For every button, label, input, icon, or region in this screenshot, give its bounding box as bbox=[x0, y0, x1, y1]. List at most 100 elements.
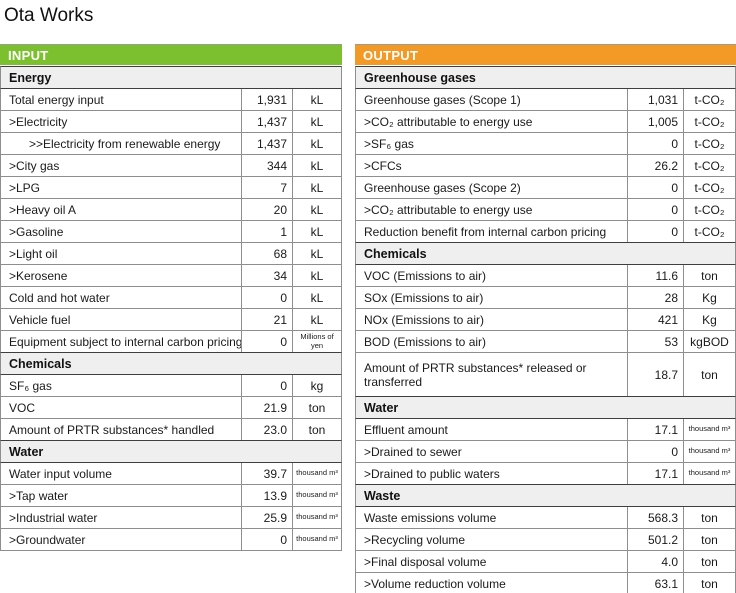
table-row: Greenhouse gases (Scope 2) 0 t-CO₂ bbox=[355, 176, 736, 198]
row-value: 23.0 bbox=[241, 419, 292, 440]
row-value: 0 bbox=[627, 199, 683, 220]
row-value: 21 bbox=[241, 309, 292, 330]
row-label: >CO₂ attributable to energy use bbox=[364, 202, 533, 217]
row-unit: ton bbox=[683, 529, 735, 550]
table-row: Water input volume 39.7 thousand m³ bbox=[0, 462, 342, 484]
table-row: >Drained to public waters 17.1 thousand m³ bbox=[355, 462, 736, 484]
row-unit: kg bbox=[292, 375, 341, 396]
section-header-row: Energy bbox=[0, 66, 342, 88]
row-value: 1,005 bbox=[627, 111, 683, 132]
row-label: >Final disposal volume bbox=[364, 554, 487, 569]
row-unit: kL bbox=[292, 133, 341, 154]
row-value: 20 bbox=[241, 199, 292, 220]
row-value: 53 bbox=[627, 331, 683, 352]
row-unit: thousand m³ bbox=[683, 463, 735, 484]
section-title: Chemicals bbox=[9, 356, 72, 371]
row-label: SF₆ gas bbox=[9, 378, 52, 393]
row-value: 11.6 bbox=[627, 265, 683, 286]
row-label: >Kerosene bbox=[9, 268, 68, 283]
row-unit: ton bbox=[683, 507, 735, 528]
output-header-label: OUTPUT bbox=[363, 47, 419, 63]
row-unit: kL bbox=[292, 243, 341, 264]
section-title: Water bbox=[9, 444, 44, 459]
table-row: >Heavy oil A 20 kL bbox=[0, 198, 342, 220]
section-title: Chemicals bbox=[364, 246, 427, 261]
row-value: 26.2 bbox=[627, 155, 683, 176]
row-value: 63.1 bbox=[627, 573, 683, 593]
row-label: >>Electricity from renewable energy bbox=[29, 136, 221, 151]
row-value: 7 bbox=[241, 177, 292, 198]
section-title: Waste bbox=[364, 488, 401, 503]
row-value: 18.7 bbox=[627, 353, 683, 396]
table-row: >CFCs 26.2 t-CO₂ bbox=[355, 154, 736, 176]
output-table: OUTPUT Greenhouse gases Greenhouse gases … bbox=[355, 44, 736, 593]
row-label: >Gasoline bbox=[9, 224, 64, 239]
section-header-row: Chemicals bbox=[0, 352, 342, 374]
row-value: 0 bbox=[627, 133, 683, 154]
table-row: >City gas 344 kL bbox=[0, 154, 342, 176]
row-label: >LPG bbox=[9, 180, 41, 195]
row-label: >Drained to public waters bbox=[364, 466, 500, 481]
table-row: Vehicle fuel 21 kL bbox=[0, 308, 342, 330]
table-row: >CO₂ attributable to energy use 0 t-CO₂ bbox=[355, 198, 736, 220]
section-header-row: Waste bbox=[355, 484, 736, 506]
row-unit: thousand m³ bbox=[292, 485, 341, 506]
row-unit: Millions of yen bbox=[292, 331, 341, 352]
table-row: >Groundwater 0 thousand m³ bbox=[0, 528, 342, 550]
table-row: Waste emissions volume 568.3 ton bbox=[355, 506, 736, 528]
row-unit: ton bbox=[683, 265, 735, 286]
row-label: >CFCs bbox=[364, 158, 402, 173]
section-header-row: Chemicals bbox=[355, 242, 736, 264]
row-unit: kL bbox=[292, 89, 341, 110]
row-unit: t-CO₂ bbox=[683, 177, 735, 198]
row-unit: kL bbox=[292, 309, 341, 330]
row-unit: ton bbox=[292, 397, 341, 418]
table-row: Greenhouse gases (Scope 1) 1,031 t-CO₂ bbox=[355, 88, 736, 110]
section-header-row: Water bbox=[355, 396, 736, 418]
table-row: >Industrial water 25.9 thousand m³ bbox=[0, 506, 342, 528]
row-unit: thousand m³ bbox=[683, 419, 735, 440]
row-label: >Light oil bbox=[9, 246, 58, 261]
row-unit: kgBOD bbox=[683, 331, 735, 352]
row-label: VOC bbox=[9, 400, 36, 415]
row-label: >SF₆ gas bbox=[364, 136, 414, 151]
table-row: >>Electricity from renewable energy 1,437… bbox=[0, 132, 342, 154]
table-row: BOD (Emissions to air) 53 kgBOD bbox=[355, 330, 736, 352]
tables-container: INPUT Energy Total energy input 1,931 kL >El… bbox=[0, 44, 736, 593]
table-row: Effluent amount 17.1 thousand m³ bbox=[355, 418, 736, 440]
section-header-row: Water bbox=[0, 440, 342, 462]
row-value: 0 bbox=[627, 441, 683, 462]
table-row: >SF₆ gas 0 t-CO₂ bbox=[355, 132, 736, 154]
row-value: 4.0 bbox=[627, 551, 683, 572]
row-value: 344 bbox=[241, 155, 292, 176]
output-header-bar: OUTPUT bbox=[355, 44, 736, 65]
row-value: 1,031 bbox=[627, 89, 683, 110]
row-value: 39.7 bbox=[241, 463, 292, 484]
table-row: >Drained to sewer 0 thousand m³ bbox=[355, 440, 736, 462]
section-title: Water bbox=[364, 400, 399, 415]
row-value: 1,437 bbox=[241, 111, 292, 132]
table-row: Reduction benefit from internal carbon p… bbox=[355, 220, 736, 242]
row-value: 0 bbox=[241, 529, 292, 550]
output-rows: Greenhouse gases Greenhouse gases (Scope … bbox=[355, 66, 736, 593]
row-unit: ton bbox=[292, 419, 341, 440]
input-header-bar: INPUT bbox=[0, 44, 342, 65]
table-row: >CO₂ attributable to energy use 1,005 t-CO… bbox=[355, 110, 736, 132]
row-label: >Heavy oil A bbox=[9, 202, 77, 217]
row-label: Greenhouse gases (Scope 1) bbox=[364, 92, 521, 107]
section-title: Greenhouse gases bbox=[364, 70, 476, 85]
table-row: VOC 21.9 ton bbox=[0, 396, 342, 418]
row-unit: ton bbox=[683, 551, 735, 572]
row-label: SOx (Emissions to air) bbox=[364, 290, 484, 305]
table-row: SOx (Emissions to air) 28 Kg bbox=[355, 286, 736, 308]
row-unit: Kg bbox=[683, 309, 735, 330]
row-value: 501.2 bbox=[627, 529, 683, 550]
row-value: 568.3 bbox=[627, 507, 683, 528]
table-row: Equipment subject to internal carbon pri… bbox=[0, 330, 342, 352]
row-value: 68 bbox=[241, 243, 292, 264]
row-label: >Industrial water bbox=[9, 510, 98, 525]
input-rows: Energy Total energy input 1,931 kL >Electric… bbox=[0, 66, 342, 551]
input-header-label: INPUT bbox=[8, 47, 49, 63]
row-label: >Groundwater bbox=[9, 532, 86, 547]
table-row: >Kerosene 34 kL bbox=[0, 264, 342, 286]
